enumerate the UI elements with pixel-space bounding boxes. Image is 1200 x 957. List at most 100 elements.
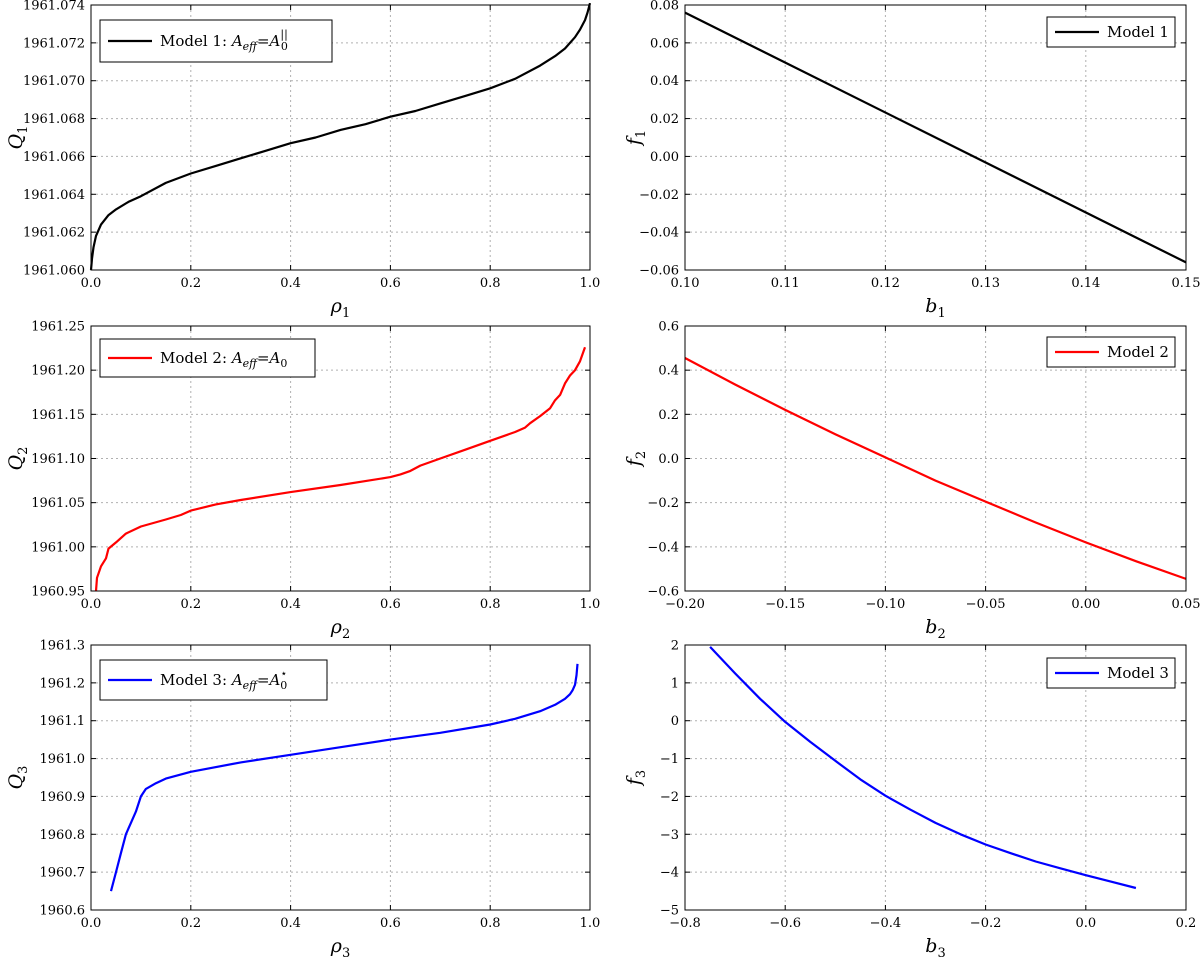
y-tick-label: 1961.060 [23, 264, 85, 279]
panel-p31: 0.0 0.2 0.4 0.6 0.8 1.0 1960.6 1960.7 1960.8 1960… [5, 639, 600, 957]
y-tick-label: 1961.20 [31, 364, 85, 379]
y-axis-label: f1 [623, 130, 649, 147]
series-line-p21 [94, 346, 587, 592]
legend: Model 3: Aeff=A⋆ 0 [99, 659, 328, 701]
x-tick-label: 0.2 [180, 916, 201, 931]
x-tick-label: 0.13 [971, 276, 1000, 291]
y-tick-label: 1961.3 [40, 639, 86, 654]
y-tick-label: 0.0 [658, 452, 679, 467]
x-tick-label: 0.4 [280, 916, 301, 931]
x-tick-label: 0.0 [1075, 916, 1096, 931]
y-tick-label: −4 [660, 866, 679, 881]
legend-label: Model 1: Aeff=A|| 0 [160, 28, 288, 53]
legend: Model 1: Aeff=A|| 0 [99, 19, 333, 63]
x-tick-label: 0.6 [380, 597, 401, 612]
legend-box [99, 19, 333, 63]
panel-p11: 0.0 0.2 0.4 0.6 0.8 1.0 1961.060 1961.062 1961.0… [5, 0, 600, 321]
y-tick-label: 0.00 [650, 150, 679, 165]
legend-label: Model 1 [1107, 23, 1169, 41]
legend: Model 3 [1046, 657, 1176, 689]
x-tick-label: 0.05 [1172, 597, 1200, 612]
y-tick-label: −1 [660, 752, 679, 767]
plot-frame [684, 4, 1187, 271]
y-tick-label: 0.06 [650, 36, 679, 51]
y-tick-label: 1960.95 [31, 585, 85, 600]
y-tick-label: 1961.10 [31, 452, 85, 467]
series-line-p22 [684, 357, 1187, 580]
x-tick-label: 0.8 [480, 916, 501, 931]
x-tick-label: 0.4 [280, 597, 301, 612]
y-tick-label: 1961.25 [31, 320, 85, 335]
panel-p12: 0.10 0.11 0.12 0.13 0.14 0.15 −0.06 −0.04 −0.02 0… [623, 0, 1200, 321]
x-axis-label: b1 [925, 295, 945, 321]
x-tick-label: 0.8 [480, 597, 501, 612]
x-tick-label: 0.6 [380, 276, 401, 291]
y-tick-label: 1961.064 [23, 188, 85, 203]
plot-frame [90, 4, 591, 271]
y-axis-label: Q1 [5, 126, 31, 150]
x-tick-label: 0.4 [280, 276, 301, 291]
y-tick-label: 1960.9 [40, 790, 86, 805]
x-axis-label: b2 [925, 616, 945, 642]
y-tick-label: 1961.1 [40, 714, 86, 729]
x-tick-label: 1.0 [580, 597, 601, 612]
x-tick-label: −0.8 [669, 916, 701, 931]
y-tick-label: 0.6 [658, 320, 679, 335]
x-tick-label: 1.0 [580, 276, 601, 291]
series-line-p11 [89, 2, 592, 271]
x-tick-label: 0.10 [671, 276, 700, 291]
x-tick-label: −0.10 [865, 597, 905, 612]
y-tick-label: 0.08 [650, 0, 679, 14]
x-tick-label: 0.6 [380, 916, 401, 931]
x-tick-label: 0.8 [480, 276, 501, 291]
legend-label: Model 2 [1107, 343, 1169, 361]
y-tick-label: 1961.066 [23, 150, 85, 165]
x-tick-label: 0.11 [771, 276, 800, 291]
y-tick-label: 1961.068 [23, 112, 85, 127]
x-tick-label: −0.2 [970, 916, 1002, 931]
y-axis-label: Q3 [5, 766, 31, 790]
series-line-p12 [684, 11, 1187, 264]
plot-frame [684, 325, 1187, 592]
x-tick-label: 0.0 [81, 916, 102, 931]
series-line-p31 [109, 663, 579, 892]
x-tick-label: 0.14 [1071, 276, 1100, 291]
plot-frame [90, 325, 591, 592]
y-tick-label: 1961.00 [31, 540, 85, 555]
y-tick-label: 1960.6 [40, 904, 86, 919]
series-line-p32 [709, 646, 1137, 890]
x-tick-label: 0.0 [81, 276, 102, 291]
panel-p32: −0.8 −0.6 −0.4 −0.2 0.0 0.2 −5 −4 −3 −2 −1 0 1 2 b3 f3 M… [623, 639, 1196, 957]
y-tick-label: 1961.15 [31, 408, 85, 423]
legend: Model 2: Aeff=A0 [99, 338, 316, 378]
y-tick-label: −0.2 [647, 496, 679, 511]
y-tick-label: 1961.070 [23, 74, 85, 89]
plot-frame [90, 644, 591, 911]
legend: Model 1 [1046, 16, 1176, 48]
x-axis-label: ρ2 [330, 616, 350, 642]
y-tick-label: 1961.072 [23, 36, 85, 51]
y-tick-label: 1 [671, 676, 679, 691]
y-axis-label: f2 [623, 451, 649, 468]
y-tick-label: 0.02 [650, 112, 679, 127]
y-tick-label: 0.4 [658, 364, 679, 379]
y-tick-label: −3 [660, 828, 679, 843]
panel-p22: −0.20 −0.15 −0.10 −0.05 0.00 0.05 −0.6 −0.4 −0.2… [623, 320, 1200, 643]
y-tick-label: −0.02 [639, 188, 679, 203]
y-tick-label: −0.04 [639, 226, 679, 241]
plot-frame [684, 644, 1187, 911]
y-tick-label: 1961.074 [23, 0, 85, 14]
y-tick-label: −5 [660, 904, 679, 919]
y-tick-label: 1961.2 [40, 676, 86, 691]
y-tick-label: −0.4 [647, 540, 679, 555]
legend-label: Model 3 [1107, 664, 1169, 682]
y-tick-label: 2 [671, 639, 679, 654]
panel-p21: 0.0 0.2 0.4 0.6 0.8 1.0 1960.95 1961.00 1961.05 1… [5, 320, 600, 643]
y-tick-label: 1961.0 [40, 752, 86, 767]
y-tick-label: 0.2 [658, 408, 679, 423]
x-tick-label: −0.15 [765, 597, 805, 612]
x-axis-label: b3 [925, 935, 945, 957]
x-axis-label: ρ3 [330, 935, 350, 957]
y-tick-label: 1961.062 [23, 226, 85, 241]
